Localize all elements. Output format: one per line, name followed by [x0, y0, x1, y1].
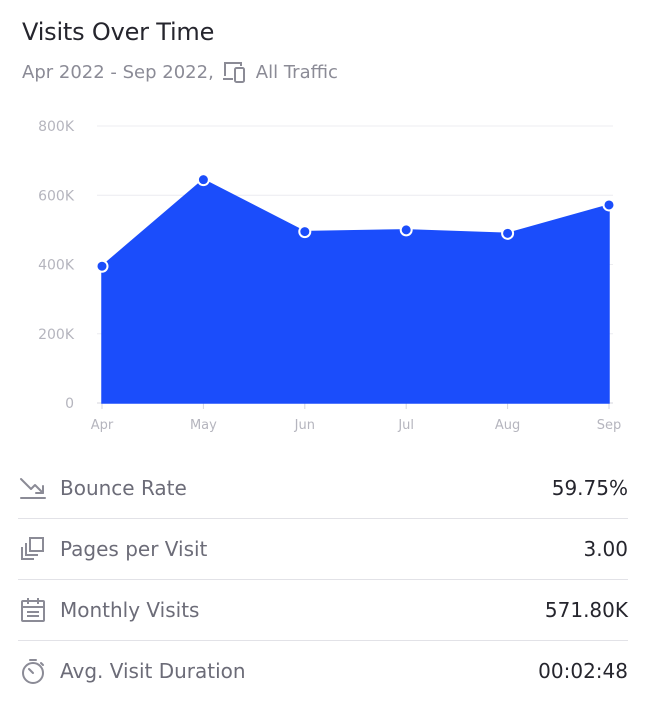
- metric-row-bounce-rate: Bounce Rate 59.75%: [18, 458, 628, 519]
- metric-row-monthly-visits: Monthly Visits 571.80K: [18, 580, 628, 641]
- y-tick-label: 600K: [38, 188, 75, 204]
- metrics-list: Bounce Rate 59.75% Pages per Visit 3.00: [18, 458, 628, 701]
- metric-value: 571.80K: [544, 598, 628, 622]
- data-point: [196, 173, 210, 187]
- traffic-filter[interactable]: All Traffic: [255, 61, 338, 83]
- x-tick-label: Jun: [294, 418, 315, 433]
- stopwatch-icon: [18, 656, 48, 686]
- data-point: [399, 223, 413, 237]
- x-tick-label: May: [190, 418, 217, 433]
- x-tick-label: Aug: [495, 418, 520, 433]
- y-tick-label: 0: [65, 396, 74, 412]
- metric-row-visit-duration: Avg. Visit Duration 00:02:48: [18, 641, 628, 701]
- y-tick-label: 800K: [38, 119, 75, 135]
- metric-value: 3.00: [583, 537, 628, 561]
- metric-label: Monthly Visits: [60, 598, 200, 622]
- date-range: Apr 2022 - Sep 2022,: [22, 61, 214, 83]
- data-point: [95, 259, 109, 273]
- metric-value: 00:02:48: [538, 659, 628, 683]
- data-point: [298, 225, 312, 239]
- x-tick-label: Sep: [597, 418, 622, 433]
- data-point: [501, 226, 515, 240]
- devices-icon: [222, 60, 248, 84]
- y-tick-label: 400K: [38, 258, 75, 274]
- metric-label: Pages per Visit: [60, 537, 208, 561]
- visits-area: [101, 178, 610, 404]
- calendar-icon: [18, 595, 48, 625]
- metric-value: 59.75%: [551, 476, 628, 500]
- metric-label: Avg. Visit Duration: [60, 659, 246, 683]
- y-tick-label: 200K: [38, 327, 75, 343]
- visits-area-chart: 0 200K 400K 600K 800K Apr May Jun Jul Aug Sep: [38, 119, 622, 433]
- x-tick-label: Jul: [397, 418, 414, 433]
- pages-per-visit-icon: [18, 534, 48, 564]
- card-title: Visits Over Time: [22, 18, 215, 46]
- bounce-rate-icon: [18, 473, 48, 503]
- card-subtitle: Apr 2022 - Sep 2022, All Traffic: [22, 60, 338, 84]
- metric-label: Bounce Rate: [60, 476, 187, 500]
- x-tick-label: Apr: [91, 418, 114, 433]
- data-point: [602, 198, 616, 212]
- metric-row-pages-per-visit: Pages per Visit 3.00: [18, 519, 628, 580]
